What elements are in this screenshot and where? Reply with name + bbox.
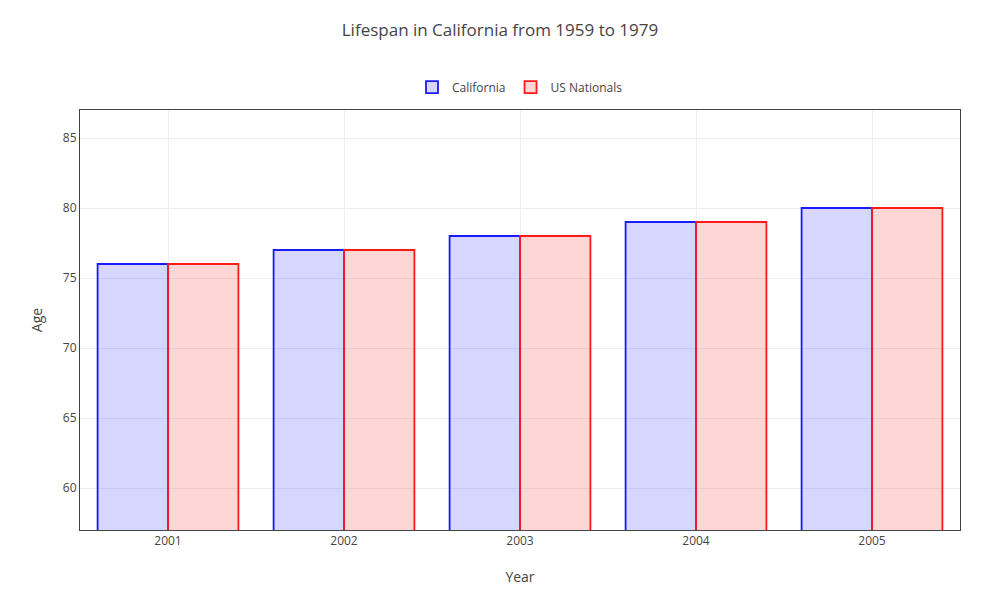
svg-text:75: 75 xyxy=(63,269,77,286)
svg-text:2003: 2003 xyxy=(506,532,534,549)
svg-text:2005: 2005 xyxy=(858,532,886,549)
svg-text:60: 60 xyxy=(63,479,77,496)
svg-text:Lifespan in California from 19: Lifespan in California from 1959 to 1979 xyxy=(342,18,659,41)
svg-text:2004: 2004 xyxy=(682,532,710,549)
svg-text:2002: 2002 xyxy=(330,532,358,549)
svg-text:US Nationals: US Nationals xyxy=(551,79,623,96)
svg-text:85: 85 xyxy=(63,129,77,146)
svg-text:70: 70 xyxy=(63,339,77,356)
svg-text:65: 65 xyxy=(63,409,77,426)
svg-text:80: 80 xyxy=(63,199,77,216)
svg-text:2001: 2001 xyxy=(154,532,181,549)
svg-text:Age: Age xyxy=(27,308,46,332)
svg-text:California: California xyxy=(452,79,506,96)
svg-text:Year: Year xyxy=(505,567,534,586)
